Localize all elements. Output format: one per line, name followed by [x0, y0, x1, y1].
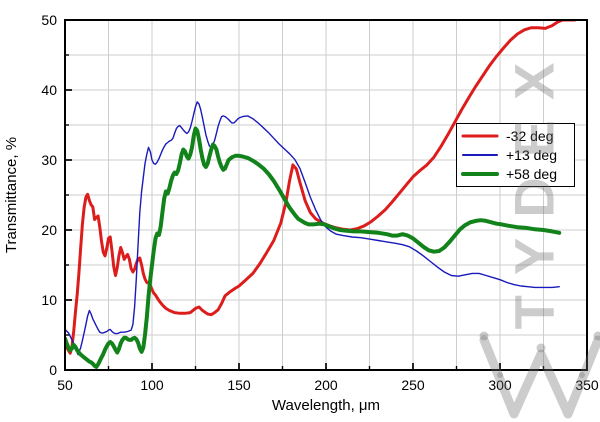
- y-tick-label: 50: [41, 12, 57, 28]
- legend-line-sample: [461, 172, 499, 177]
- legend: -32 deg +13 deg +58 deg: [456, 123, 575, 187]
- x-tick-label: 250: [401, 377, 425, 393]
- legend-label: +58 deg: [506, 166, 557, 183]
- x-tick-label: 200: [314, 377, 338, 393]
- y-axis-title: Transmittance, %: [3, 137, 20, 253]
- plot-frame: [64, 19, 588, 371]
- y-tick-label: 0: [49, 362, 57, 378]
- x-tick-label: 100: [140, 377, 164, 393]
- y-tick-label: 40: [41, 82, 57, 98]
- legend-line-sample: [461, 134, 499, 138]
- x-tick-label: 50: [57, 377, 73, 393]
- legend-item: -32 deg: [461, 127, 570, 145]
- x-tick-labels: 50 100 150 200 250 300 350: [57, 377, 599, 393]
- y-tick-label: 20: [41, 222, 57, 238]
- x-tick-label: 150: [227, 377, 251, 393]
- x-tick-label: 350: [575, 377, 599, 393]
- legend-line-sample: [462, 153, 498, 156]
- y-tick-labels: 0 10 20 30 40 50: [41, 12, 57, 378]
- y-tick-label: 30: [41, 152, 57, 168]
- curve-13-deg: [65, 101, 560, 356]
- legend-item: +58 deg: [461, 165, 570, 183]
- curve-32-deg: [65, 20, 577, 355]
- x-tick-label: 300: [488, 377, 512, 393]
- y-tick-label: 10: [41, 292, 57, 308]
- grid-lines: [65, 20, 587, 370]
- curve-58-deg: [65, 126, 562, 369]
- legend-label: -32 deg: [506, 127, 554, 144]
- legend-label: +13 deg: [506, 146, 557, 163]
- data-curves: [65, 20, 577, 369]
- x-axis-title: Wavelength, μm: [272, 397, 380, 414]
- legend-item: +13 deg: [461, 146, 570, 164]
